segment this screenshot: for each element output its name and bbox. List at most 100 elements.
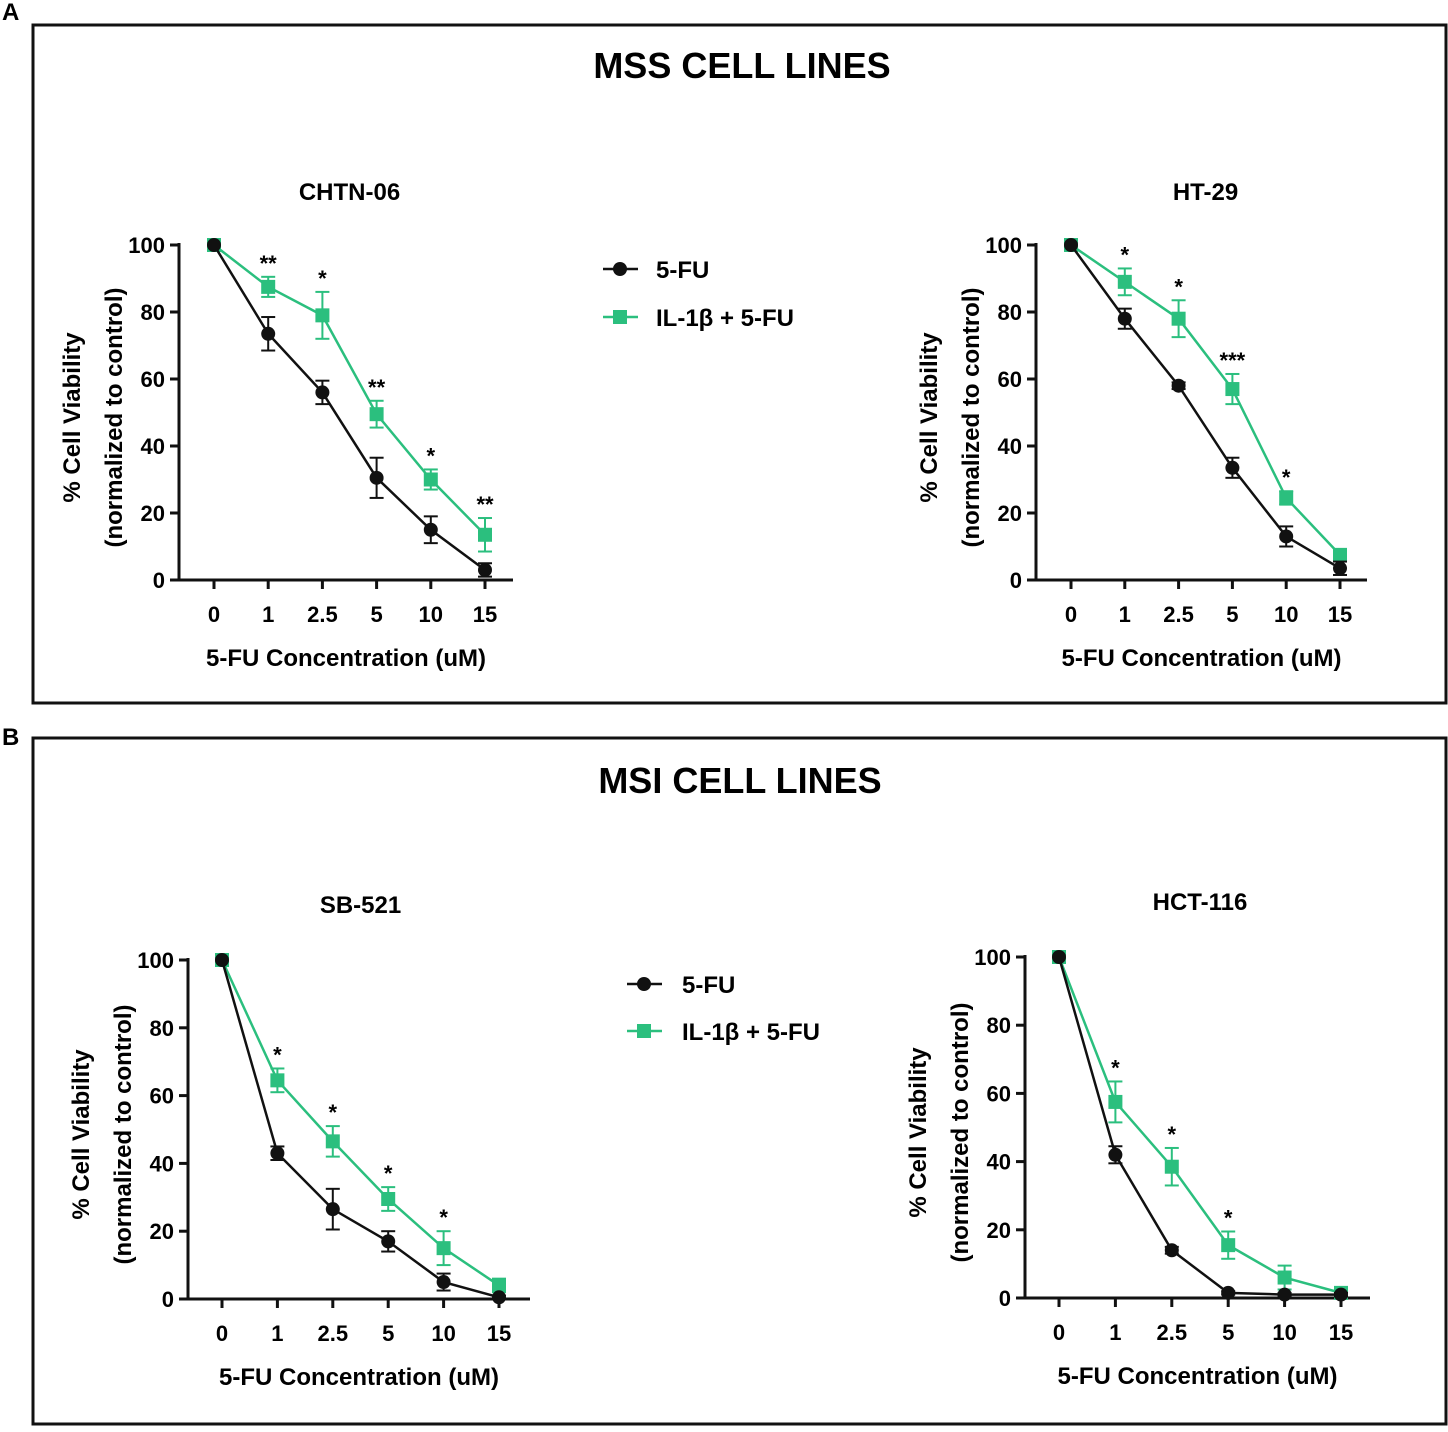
series-il1b-5fu: [215, 953, 506, 1294]
data-point: [215, 953, 229, 967]
data-point: [381, 1191, 396, 1206]
legend-b: 5-FU IL-1β + 5-FU: [627, 972, 820, 1046]
legend-b-label-il1b: IL-1β + 5-FU: [682, 1019, 820, 1046]
chart-title: CHTN-06: [299, 179, 400, 206]
x-tick-label: 2.5: [318, 1321, 349, 1346]
y-tick-label: 60: [150, 1084, 174, 1109]
y-tick-label: 60: [141, 367, 165, 392]
data-point: [1164, 1243, 1179, 1258]
y-axis-label-sub: (normalized to control): [101, 288, 128, 548]
legend-a-label-5fu: 5-FU: [656, 257, 709, 284]
y-tick-label: 100: [128, 233, 165, 258]
data-point: [315, 385, 330, 400]
significance-marker: *: [318, 266, 327, 291]
legend-b-marker-il1b: [637, 1024, 651, 1038]
series-line: [213, 244, 486, 536]
series-il1b-5fu: [1052, 950, 1348, 1300]
x-axis-label: 5-FU Concentration (uM): [219, 1364, 499, 1391]
chart-0: CHTN-06 0 20 40 60 80 100 0 1 2.5 5 10 15 5-FU Concen…: [59, 179, 513, 672]
significance-marker: *: [1224, 1206, 1233, 1231]
data-point: [1279, 529, 1294, 544]
y-tick-label: 20: [998, 501, 1022, 526]
data-point: [1108, 1147, 1123, 1162]
significance-marker: *: [1121, 242, 1130, 267]
chart-title: HT-29: [1173, 179, 1238, 206]
x-axis-label: 5-FU Concentration (uM): [1058, 1363, 1338, 1390]
data-point: [261, 279, 276, 294]
x-tick-label: 5: [370, 602, 382, 627]
panel-b-frame: [31, 736, 1448, 1426]
legend-a: 5-FU IL-1β + 5-FU: [603, 257, 794, 332]
series-5fu: [215, 953, 506, 1305]
series-line: [212, 244, 486, 571]
panel-letter-b: B: [2, 724, 19, 751]
x-tick-label: 1: [1109, 1320, 1121, 1345]
y-tick-label: 0: [999, 1286, 1011, 1311]
x-tick-label: 1: [1119, 602, 1131, 627]
x-tick-label: 10: [431, 1321, 455, 1346]
significance-marker: *: [1282, 465, 1291, 490]
data-point: [1221, 1238, 1236, 1253]
y-tick-label: 60: [987, 1081, 1011, 1106]
panel-letter-a: A: [2, 0, 19, 26]
data-point: [1225, 382, 1240, 397]
series-5fu: [1052, 950, 1348, 1302]
y-tick-label: 20: [141, 501, 165, 526]
significance-marker: *: [427, 443, 436, 468]
panel-a: A MSS CELL LINES 5-FU IL-1β + 5-FU: [2, 0, 1448, 705]
data-point: [1221, 1285, 1236, 1300]
legend-a-marker-5fu: [613, 262, 627, 276]
series-line: [1057, 956, 1341, 1296]
data-point: [325, 1134, 340, 1149]
x-tick-label: 0: [208, 602, 220, 627]
significance-marker: *: [384, 1161, 393, 1186]
chart-2: SB-521 0 20 40 60 80 100 0 1 2.5 5 10 15 5-FU Concent…: [68, 892, 530, 1391]
y-tick-label: 80: [987, 1013, 1011, 1038]
significance-marker: **: [476, 492, 494, 517]
y-axis-label: % Cell Viability: [916, 332, 943, 503]
significance-marker: *: [439, 1205, 448, 1230]
legend-b-label-5fu: 5-FU: [682, 972, 735, 999]
significance-marker: *: [1168, 1122, 1177, 1147]
data-point: [1171, 311, 1186, 326]
data-point: [381, 1234, 396, 1249]
x-tick-label: 0: [1053, 1320, 1065, 1345]
series-line: [1069, 244, 1341, 570]
data-point: [492, 1278, 506, 1293]
x-tick-label: 2.5: [1157, 1320, 1188, 1345]
y-tick-label: 40: [141, 434, 165, 459]
y-tick-label: 100: [137, 948, 174, 973]
data-point: [325, 1202, 340, 1217]
data-point: [1277, 1270, 1292, 1285]
legend-a-marker-il1b: [613, 310, 627, 324]
legend-a-label-il1b: IL-1β + 5-FU: [656, 305, 794, 332]
x-tick-label: 1: [262, 602, 274, 627]
y-tick-label: 100: [974, 945, 1011, 970]
x-tick-label: 5: [1222, 1320, 1234, 1345]
significance-marker: *: [329, 1100, 338, 1125]
data-point: [270, 1073, 285, 1088]
x-tick-label: 15: [487, 1321, 511, 1346]
y-tick-label: 80: [998, 300, 1022, 325]
y-tick-label: 60: [998, 367, 1022, 392]
y-tick-label: 40: [998, 434, 1022, 459]
y-tick-label: 0: [1010, 568, 1022, 593]
y-axis-label-sub: (normalized to control): [958, 288, 985, 548]
x-tick-label: 0: [1065, 602, 1077, 627]
y-tick-label: 80: [150, 1016, 174, 1041]
panel-a-frame: [31, 23, 1448, 705]
data-point: [207, 238, 221, 252]
x-tick-label: 10: [1274, 602, 1298, 627]
data-point: [1279, 490, 1294, 505]
chart-title: SB-521: [320, 892, 401, 919]
x-tick-label: 15: [1329, 1320, 1353, 1345]
series-line: [220, 959, 500, 1299]
data-point: [492, 1290, 506, 1305]
significance-marker: ***: [1220, 348, 1246, 373]
x-axis-label: 5-FU Concentration (uM): [206, 645, 486, 672]
data-point: [369, 470, 384, 485]
chart-1: HT-29 0 20 40 60 80 100 0 1 2.5 5 10 15 5-FU Concentr…: [916, 179, 1367, 672]
y-tick-label: 40: [150, 1151, 174, 1176]
x-tick-label: 0: [216, 1321, 228, 1346]
